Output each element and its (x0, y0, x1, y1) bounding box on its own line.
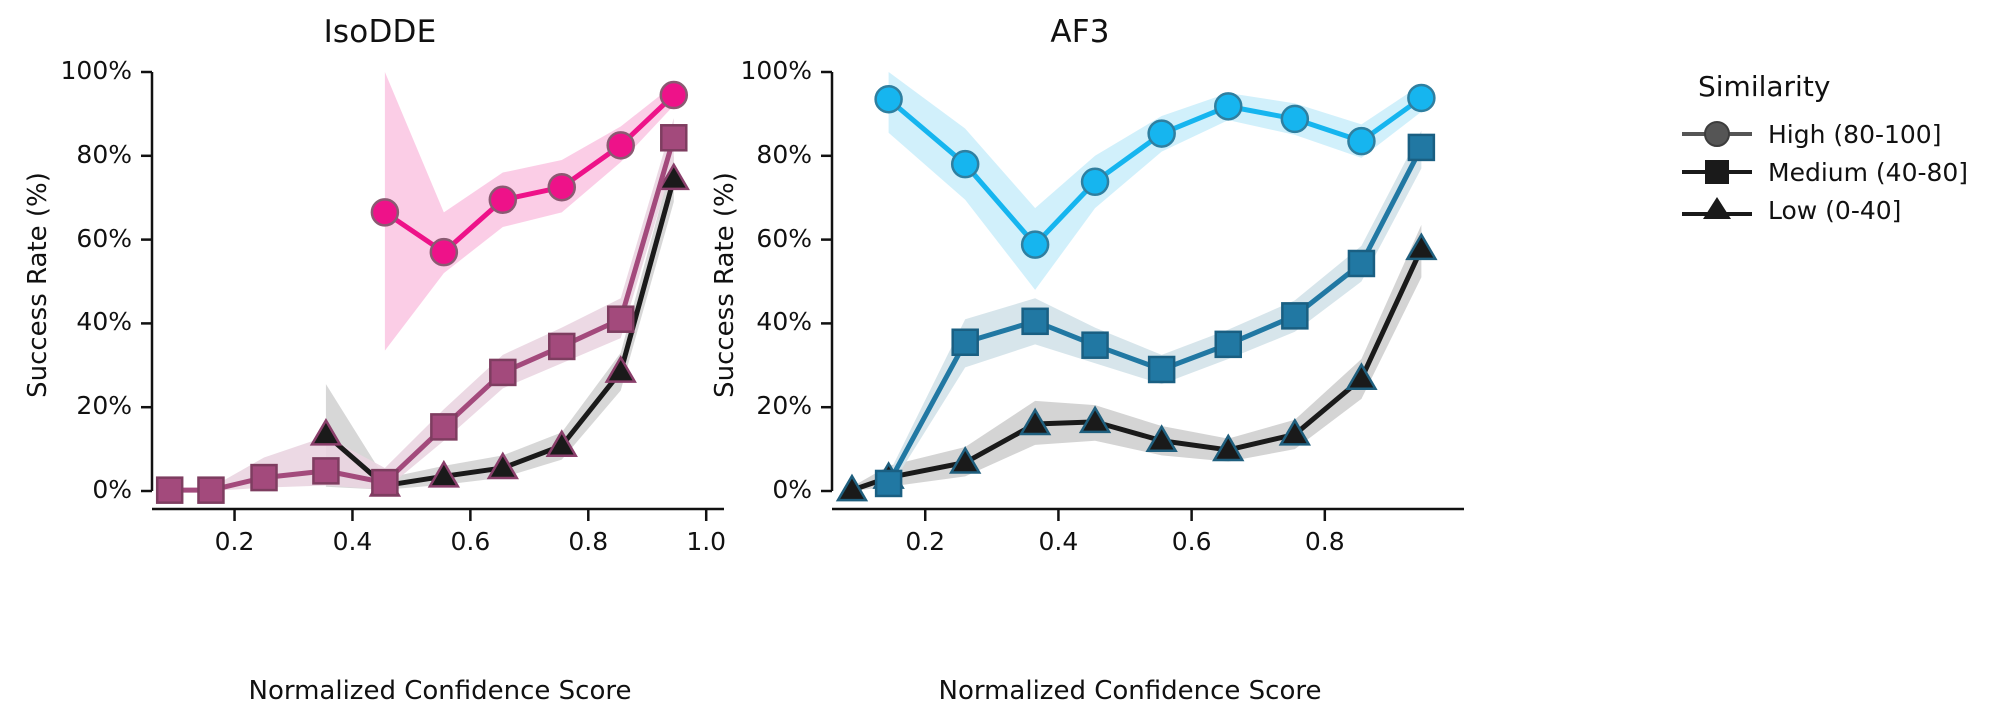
legend-label-high: High (80-100] (1768, 119, 1942, 149)
legend-marker-circle-icon (1680, 119, 1754, 149)
y-tick-label: 20% (756, 391, 812, 421)
legend: Similarity High (80-100] Medium (40-80] (1680, 70, 1968, 229)
y-tick-label: 60% (756, 223, 812, 253)
x-tick-label: 0.6 (450, 527, 491, 556)
x-tick-label: 1.0 (686, 527, 727, 556)
y-tick-label: 40% (76, 307, 132, 337)
x-tick-label: 0.6 (1171, 527, 1212, 556)
chart-panel-isodde: IsoDDE Success Rate (%) Normalized Confi… (0, 0, 760, 725)
panel-title-isodde: IsoDDE (323, 14, 437, 50)
panel-title-af3: AF3 (1050, 14, 1110, 50)
legend-item-low[interactable]: Low (0-40] (1680, 191, 1968, 229)
x-tick-label: 0.4 (332, 527, 373, 556)
legend-marker-triangle-icon (1680, 195, 1754, 225)
x-axis-label-af3: Normalized Confidence Score (938, 676, 1322, 706)
y-tick-label: 0% (772, 475, 812, 504)
x-axis-label-isodde: Normalized Confidence Score (248, 676, 632, 706)
y-tick-label: 20% (76, 391, 132, 421)
x-tick-label: 0.4 (1038, 527, 1079, 556)
legend-title: Similarity (1698, 70, 1831, 103)
y-tick-label: 80% (76, 139, 132, 169)
y-tick-label: 60% (76, 223, 132, 253)
x-tick-label: 0.2 (214, 527, 255, 556)
legend-label-low: Low (0-40] (1768, 195, 1902, 225)
y-tick-label: 100% (60, 56, 132, 85)
legend-item-medium[interactable]: Medium (40-80] (1680, 153, 1968, 191)
y-tick-label: 100% (740, 56, 812, 85)
plot-area-isodde (141, 70, 724, 521)
plot-area-af3 (821, 70, 1464, 521)
y-tick-label: 80% (756, 139, 812, 169)
y-tick-label: 40% (756, 307, 812, 337)
legend-marker-square-icon (1680, 157, 1754, 187)
chart-panel-af3: AF3 Success Rate (%) Normalized Confiden… (690, 0, 1470, 725)
y-tick-label: 0% (92, 475, 132, 504)
legend-label-medium: Medium (40-80] (1768, 157, 1969, 187)
x-tick-label: 0.2 (905, 527, 946, 556)
legend-item-high[interactable]: High (80-100] (1680, 115, 1968, 153)
x-tick-label: 0.8 (1304, 527, 1345, 556)
x-tick-label: 0.8 (568, 527, 609, 556)
